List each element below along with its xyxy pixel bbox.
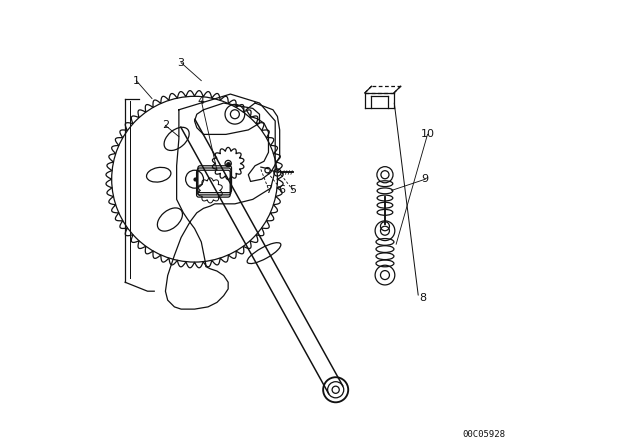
Text: 5: 5 bbox=[290, 185, 296, 195]
Text: 00C05928: 00C05928 bbox=[462, 430, 505, 439]
Text: 2: 2 bbox=[162, 121, 169, 130]
Text: 1: 1 bbox=[133, 76, 140, 86]
Text: 9: 9 bbox=[422, 174, 429, 184]
Text: 7: 7 bbox=[265, 185, 272, 195]
Text: 4: 4 bbox=[198, 96, 205, 106]
Text: 3: 3 bbox=[178, 58, 184, 68]
Text: 6: 6 bbox=[278, 185, 285, 195]
Text: 10: 10 bbox=[420, 129, 435, 139]
Text: 8: 8 bbox=[419, 293, 427, 303]
